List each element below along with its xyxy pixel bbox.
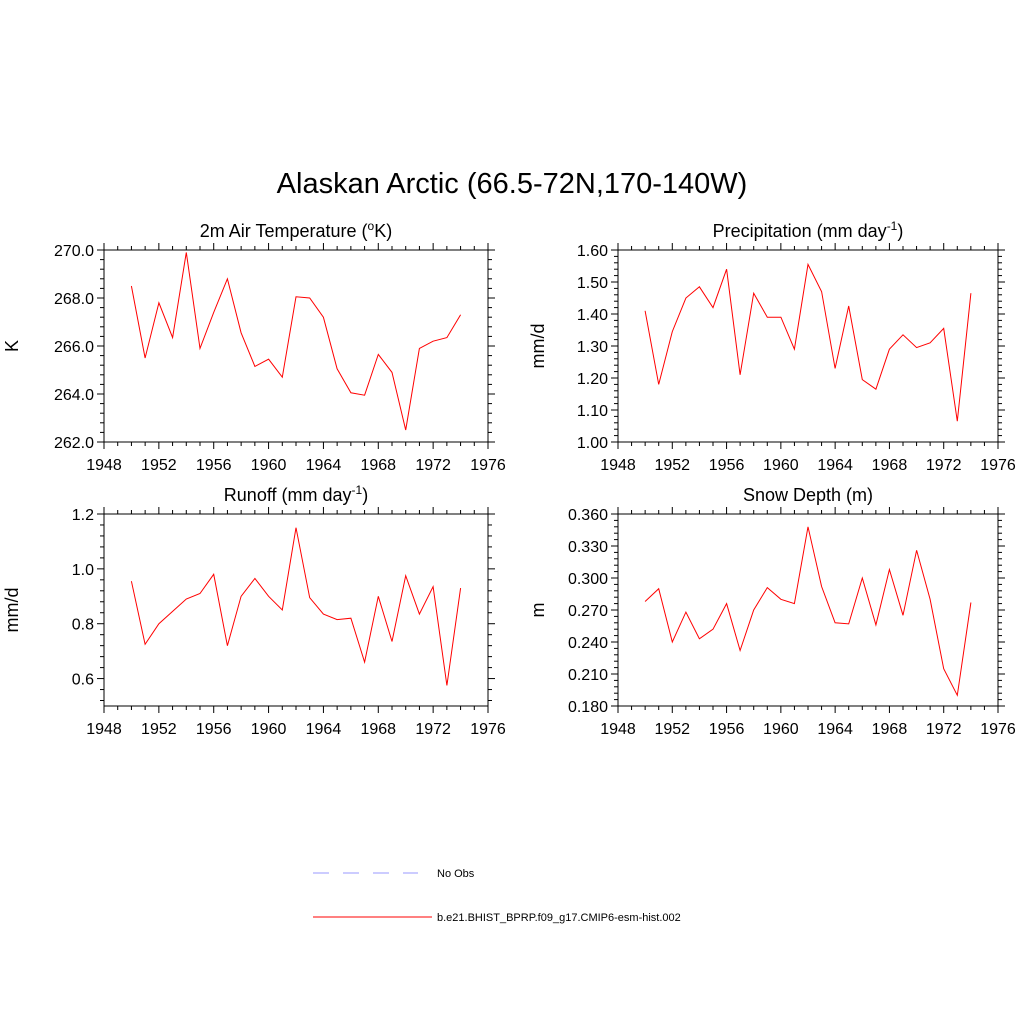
x-tick-label: 1968 — [872, 721, 908, 738]
y-tick-label: 1.0 — [72, 562, 94, 579]
y-axis-label: K — [2, 340, 22, 352]
y-tick-label: 1.40 — [577, 307, 608, 324]
legend-label-model: b.e21.BHIST_BPRP.f09_g17.CMIP6-esm-hist.… — [437, 912, 681, 924]
series-line — [130, 252, 462, 431]
series-line — [644, 526, 972, 697]
chart-panel-4: Snow Depth (m) 1948 1952 1956 1960 1964 1968 19… — [528, 485, 1016, 738]
x-tick-label: 1948 — [86, 457, 122, 474]
y-axis-label: m — [528, 603, 548, 618]
chart-panel-2: Precipitation (mm day-1) 1948 1952 1956 1960… — [528, 219, 1016, 474]
series-line — [130, 527, 462, 686]
panel-title: Runoff (mm day-1) — [224, 483, 368, 505]
y-tick-label: 1.10 — [577, 403, 608, 420]
y-tick-label: 0.6 — [72, 672, 94, 689]
y-tick-label: 264.0 — [54, 387, 94, 404]
x-tick-label: 1964 — [817, 457, 853, 474]
x-tick-label: 1976 — [470, 457, 506, 474]
x-tick-label: 1972 — [926, 457, 962, 474]
chart-panel-3: Runoff (mm day-1) 1948 1952 1956 1960 1964 196… — [2, 483, 506, 738]
x-tick-label: 1956 — [709, 457, 745, 474]
y-tick-label: 0.300 — [568, 571, 608, 588]
x-tick-label: 1976 — [980, 457, 1016, 474]
x-tick-label: 1952 — [141, 457, 177, 474]
y-tick-label: 0.240 — [568, 635, 608, 652]
x-tick-label: 1956 — [196, 457, 232, 474]
plot-frame — [617, 513, 999, 707]
y-tick-label: 1.30 — [577, 339, 608, 356]
x-tick-label: 1968 — [360, 457, 396, 474]
y-tick-label: 268.0 — [54, 291, 94, 308]
x-tick-label: 1964 — [306, 721, 342, 738]
x-tick-label: 1968 — [872, 457, 908, 474]
plot-frame — [103, 249, 489, 443]
y-tick-label: 1.20 — [577, 371, 608, 388]
y-tick-label: 262.0 — [54, 435, 94, 452]
panel-title: Precipitation (mm day-1) — [713, 219, 904, 241]
y-tick-label: 270.0 — [54, 243, 94, 260]
y-tick-label: 1.2 — [72, 507, 94, 524]
x-tick-label: 1948 — [600, 457, 636, 474]
legend: No Obs b.e21.BHIST_BPRP.f09_g17.CMIP6-es… — [313, 868, 681, 924]
y-axis-label: mm/d — [2, 588, 22, 633]
legend-label-no-obs: No Obs — [437, 868, 475, 880]
plot-frame — [617, 249, 999, 443]
x-tick-label: 1952 — [654, 457, 690, 474]
x-tick-label: 1960 — [251, 457, 287, 474]
x-tick-label: 1968 — [360, 721, 396, 738]
plot-frame — [103, 513, 489, 707]
panels-group: 2m Air Temperature (oK) 1948 1952 1956 1960 1… — [2, 219, 1016, 738]
x-tick-label: 1964 — [817, 721, 853, 738]
chart-panel-1: 2m Air Temperature (oK) 1948 1952 1956 1960 1… — [2, 219, 506, 474]
y-tick-label: 1.50 — [577, 275, 608, 292]
y-axis-label: mm/d — [528, 324, 548, 369]
x-tick-label: 1952 — [654, 721, 690, 738]
panel-title: 2m Air Temperature (oK) — [200, 219, 392, 241]
x-tick-label: 1960 — [251, 721, 287, 738]
y-tick-label: 1.00 — [577, 435, 608, 452]
series-line — [644, 262, 972, 422]
y-tick-label: 0.210 — [568, 667, 608, 684]
x-tick-label: 1956 — [709, 721, 745, 738]
x-tick-label: 1952 — [141, 721, 177, 738]
panel-title: Snow Depth (m) — [743, 485, 873, 505]
y-tick-label: 1.60 — [577, 243, 608, 260]
x-tick-label: 1960 — [763, 721, 799, 738]
y-tick-label: 0.360 — [568, 507, 608, 524]
x-tick-label: 1956 — [196, 721, 232, 738]
figure-title: Alaskan Arctic (66.5-72N,170-140W) — [276, 168, 748, 200]
x-tick-label: 1976 — [470, 721, 506, 738]
x-tick-label: 1948 — [86, 721, 122, 738]
y-tick-label: 266.0 — [54, 339, 94, 356]
x-tick-label: 1972 — [926, 721, 962, 738]
x-tick-label: 1972 — [415, 457, 451, 474]
y-tick-label: 0.270 — [568, 603, 608, 620]
x-tick-label: 1964 — [306, 457, 342, 474]
y-tick-label: 0.8 — [72, 617, 94, 634]
x-tick-label: 1960 — [763, 457, 799, 474]
x-tick-label: 1972 — [415, 721, 451, 738]
x-tick-label: 1976 — [980, 721, 1016, 738]
y-tick-label: 0.180 — [568, 699, 608, 716]
y-tick-label: 0.330 — [568, 539, 608, 556]
x-tick-label: 1948 — [600, 721, 636, 738]
